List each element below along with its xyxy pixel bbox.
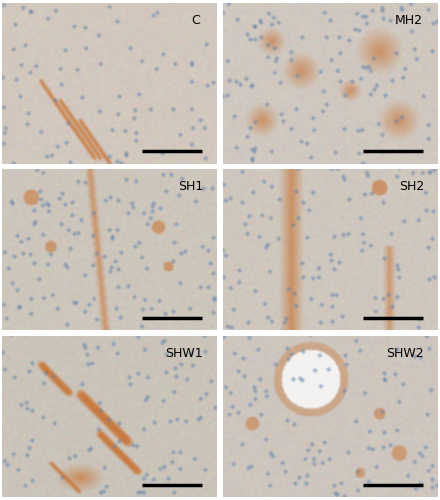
Text: C: C: [191, 14, 200, 27]
Text: SHW2: SHW2: [386, 347, 424, 360]
Text: SH1: SH1: [178, 180, 203, 194]
Text: MH2: MH2: [395, 14, 423, 27]
Text: SH2: SH2: [399, 180, 425, 194]
Text: SHW1: SHW1: [165, 347, 203, 360]
